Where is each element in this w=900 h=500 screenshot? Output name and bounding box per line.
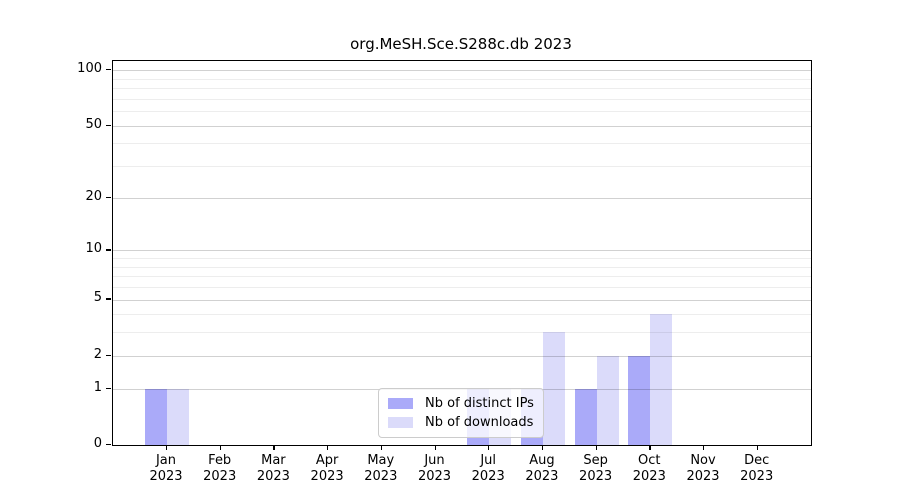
legend: Nb of distinct IPs Nb of downloads — [378, 388, 544, 438]
x-tick-label-mar: Mar 2023 — [256, 453, 290, 484]
x-tick — [703, 445, 705, 450]
legend-label-downloads: Nb of downloads — [425, 415, 534, 430]
y-tick — [106, 69, 111, 71]
legend-swatch-downloads-icon — [388, 417, 413, 428]
x-tick — [327, 445, 329, 450]
bars-layer — [113, 61, 811, 445]
y-tick — [106, 124, 111, 126]
bar-sep-distinct-ips — [574, 388, 597, 445]
x-tick-label-dec: Dec 2023 — [740, 453, 774, 484]
x-tick — [166, 445, 168, 450]
x-tick-label-aug: Aug 2023 — [525, 453, 559, 484]
y-tick-label: 2 — [93, 346, 102, 362]
x-tick-label-sep: Sep 2023 — [579, 453, 613, 484]
y-tick — [106, 298, 111, 300]
x-tick — [434, 445, 436, 450]
x-tick-label-nov: Nov 2023 — [686, 453, 720, 484]
y-tick — [106, 196, 111, 198]
x-tick-label-jan: Jan 2023 — [149, 453, 183, 484]
y-tick — [106, 354, 111, 357]
legend-label-distinct-ips: Nb of distinct IPs — [425, 396, 534, 411]
x-tick-label-oct: Oct 2023 — [632, 453, 666, 484]
x-tick — [756, 445, 758, 450]
y-tick-label: 1 — [93, 379, 102, 395]
bar-jan-downloads — [167, 388, 189, 445]
bar-oct-distinct-ips — [628, 355, 651, 445]
x-tick-label-feb: Feb 2023 — [203, 453, 237, 484]
legend-swatch-distinct-ips-icon — [388, 398, 413, 409]
y-tick-label: 5 — [93, 290, 102, 306]
x-tick-label-jun: Jun 2023 — [417, 453, 452, 484]
y-tick — [106, 249, 111, 251]
y-tick-label: 20 — [85, 188, 102, 204]
bar-jan-distinct-ips — [145, 388, 167, 445]
chart-title: org.MeSH.Sce.S288c.db 2023 — [350, 35, 572, 53]
bar-sep-downloads — [596, 355, 619, 445]
y-tick-label: 100 — [77, 61, 102, 77]
x-tick — [219, 445, 221, 450]
x-tick — [273, 445, 275, 450]
bar-aug-downloads — [542, 332, 565, 445]
y-tick-label: 10 — [85, 241, 102, 257]
legend-item-distinct-ips: Nb of distinct IPs — [388, 394, 534, 413]
y-tick — [106, 444, 111, 446]
x-tick — [541, 445, 544, 450]
x-tick — [488, 445, 490, 450]
bar-oct-downloads — [650, 314, 673, 445]
y-tick-label: 0 — [93, 436, 102, 451]
legend-item-downloads: Nb of downloads — [388, 413, 534, 432]
x-tick-label-jul: Jul 2023 — [471, 453, 505, 484]
y-tick-label: 50 — [85, 116, 102, 132]
x-tick — [649, 445, 651, 450]
x-tick — [595, 445, 597, 450]
x-tick — [380, 445, 383, 450]
x-tick-label-may: May 2023 — [364, 453, 398, 484]
x-tick-label-apr: Apr 2023 — [310, 453, 344, 484]
y-tick — [106, 387, 111, 389]
